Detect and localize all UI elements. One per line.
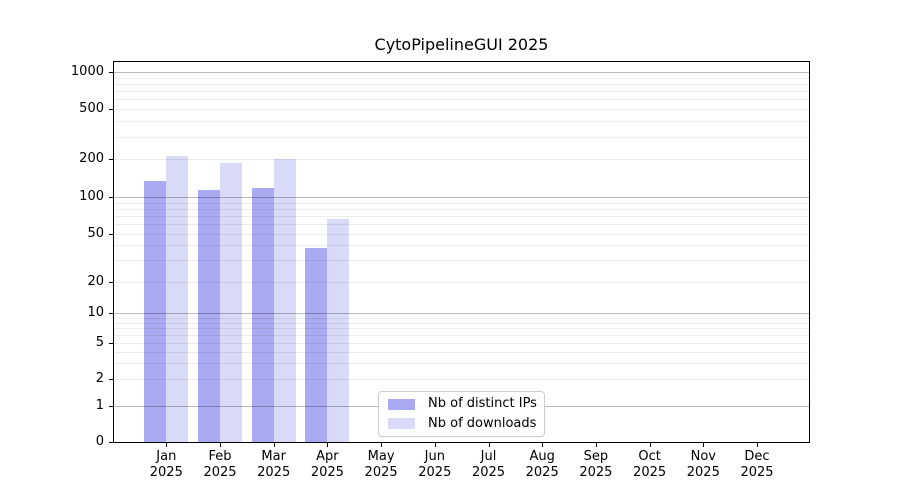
y-tick-mark xyxy=(109,233,113,235)
minor-gridline xyxy=(114,136,809,138)
major-gridline xyxy=(114,197,809,199)
minor-gridline xyxy=(114,121,809,122)
bar-downloads-jan xyxy=(166,156,189,442)
legend-swatch-distinct-ips xyxy=(388,398,415,410)
minor-gridline xyxy=(114,99,809,101)
x-tick-mark xyxy=(327,443,329,447)
y-tick-mark xyxy=(109,159,113,160)
x-tick-mark xyxy=(381,443,383,447)
minor-gridline xyxy=(114,202,809,204)
y-tick-mark xyxy=(109,313,113,315)
y-tick-mark xyxy=(109,342,113,344)
minor-gridline xyxy=(114,233,809,235)
minor-gridline xyxy=(114,379,809,381)
x-tick-mark xyxy=(757,443,758,447)
y-tick-label: 10 xyxy=(87,305,104,321)
x-tick-mark xyxy=(166,443,168,447)
minor-gridline xyxy=(114,322,809,324)
y-tick-label: 2 xyxy=(95,371,104,387)
x-tick-mark xyxy=(220,443,221,447)
x-tick-label: Nov 2025 xyxy=(686,449,720,480)
y-tick-mark xyxy=(109,405,113,407)
x-tick-label: May 2025 xyxy=(364,449,398,480)
y-tick-label: 200 xyxy=(79,151,104,166)
y-tick-mark xyxy=(109,281,113,283)
x-tick-label: Jul 2025 xyxy=(471,449,506,480)
bars-layer xyxy=(114,62,809,442)
y-tick-label: 500 xyxy=(79,100,104,116)
y-tick-mark xyxy=(109,197,113,199)
x-tick-label: Feb 2025 xyxy=(203,449,237,480)
y-tick-label: 0 xyxy=(95,434,104,449)
minor-gridline xyxy=(114,245,809,247)
x-tick-label: Jan 2025 xyxy=(149,449,183,480)
minor-gridline xyxy=(114,215,809,217)
y-tick-mark xyxy=(109,379,113,381)
plot-area: Nb of distinct IPs Nb of downloads xyxy=(113,61,810,443)
major-gridline xyxy=(114,313,809,315)
minor-gridline xyxy=(114,84,809,85)
x-tick-label: Sep 2025 xyxy=(579,449,613,480)
minor-gridline xyxy=(114,363,809,365)
bar-downloads-mar xyxy=(273,159,296,442)
bar-distinct-ips-mar xyxy=(251,187,274,442)
minor-gridline xyxy=(114,208,809,210)
y-tick-mark xyxy=(109,442,113,443)
y-tick-label: 50 xyxy=(87,225,104,241)
bar-downloads-feb xyxy=(220,163,242,442)
legend: Nb of distinct IPs Nb of downloads xyxy=(378,391,545,437)
bar-distinct-ips-feb xyxy=(198,190,220,442)
legend-label-distinct-ips: Nb of distinct IPs xyxy=(428,396,537,412)
legend-label-downloads: Nb of downloads xyxy=(428,415,537,431)
bar-distinct-ips-jan xyxy=(144,180,167,442)
minor-gridline xyxy=(114,328,809,330)
minor-gridline xyxy=(114,351,809,353)
minor-gridline xyxy=(114,335,809,337)
grid-layer xyxy=(114,62,809,442)
minor-gridline xyxy=(114,224,809,225)
minor-gridline xyxy=(114,91,809,92)
x-tick-mark xyxy=(595,443,597,447)
y-tick-label: 100 xyxy=(79,189,104,205)
major-gridline xyxy=(114,72,809,74)
x-tick-mark xyxy=(542,443,544,447)
x-tick-label: Mar 2025 xyxy=(257,449,291,480)
x-tick-label: Dec 2025 xyxy=(740,449,774,480)
minor-gridline xyxy=(114,317,809,319)
y-tick-label: 5 xyxy=(95,334,104,350)
x-tick-label: Aug 2025 xyxy=(525,449,559,480)
x-tick-mark xyxy=(649,443,651,447)
minor-gridline xyxy=(114,281,809,283)
x-tick-label: Apr 2025 xyxy=(310,449,344,480)
minor-gridline xyxy=(114,77,809,79)
x-tick-label: Jun 2025 xyxy=(418,449,452,480)
x-tick-mark xyxy=(273,443,275,447)
x-tick-label: Oct 2025 xyxy=(633,449,667,480)
x-tick-mark xyxy=(488,443,490,447)
minor-gridline xyxy=(114,159,809,160)
legend-item-downloads: Nb of downloads xyxy=(388,415,538,433)
legend-swatch-downloads xyxy=(388,418,415,430)
x-tick-mark xyxy=(703,443,705,447)
y-tick-label: 1 xyxy=(95,397,104,413)
bar-distinct-ips-apr xyxy=(305,248,328,442)
minor-gridline xyxy=(114,260,809,262)
minor-gridline xyxy=(114,108,809,110)
y-tick-mark xyxy=(109,72,113,74)
chart-title: CytoPipelineGUI 2025 xyxy=(374,35,549,54)
y-tick-label: 1000 xyxy=(70,64,104,80)
legend-item-distinct-ips: Nb of distinct IPs xyxy=(388,395,538,413)
x-tick-mark xyxy=(434,443,436,447)
bar-downloads-apr xyxy=(327,219,350,442)
y-tick-mark xyxy=(109,108,113,110)
y-tick-label: 20 xyxy=(87,273,104,289)
minor-gridline xyxy=(114,342,809,344)
